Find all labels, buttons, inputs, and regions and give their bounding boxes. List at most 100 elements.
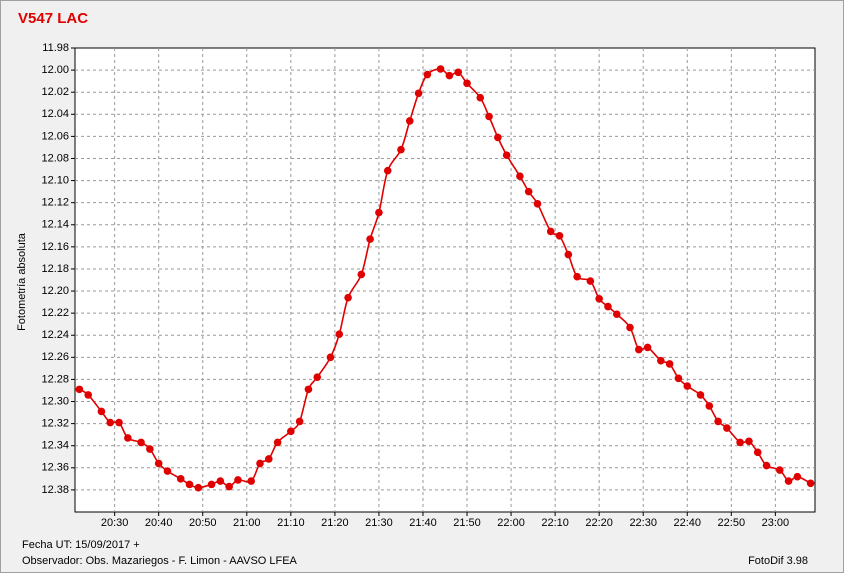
y-tick-label: 12.04 — [41, 108, 69, 120]
x-tick-label: 21:30 — [365, 517, 393, 529]
data-point — [502, 151, 511, 159]
y-tick-label: 12.26 — [41, 351, 69, 363]
x-tick-label: 23:00 — [762, 517, 790, 529]
data-point — [485, 112, 493, 121]
data-point — [806, 479, 815, 488]
data-point — [736, 438, 744, 447]
x-tick-label: 21:50 — [453, 517, 481, 529]
data-point — [194, 483, 203, 492]
data-point — [586, 277, 595, 285]
x-tick-label: 21:20 — [321, 517, 349, 529]
data-point — [423, 70, 432, 79]
data-point — [705, 402, 714, 410]
x-tick-label: 21:10 — [277, 517, 305, 529]
data-point — [84, 391, 93, 399]
data-point — [397, 145, 405, 154]
data-point — [225, 482, 233, 491]
chart-title: V547 LAC — [18, 10, 88, 27]
y-tick-label: 12.24 — [41, 329, 69, 341]
data-point — [533, 199, 542, 208]
data-point — [595, 294, 603, 303]
data-point — [723, 424, 731, 432]
data-point — [185, 480, 194, 489]
x-tick-label: 21:40 — [409, 517, 437, 529]
y-tick-label: 12.14 — [41, 219, 69, 231]
data-point — [454, 68, 463, 77]
data-point — [75, 385, 84, 394]
x-tick-label: 22:40 — [673, 517, 701, 529]
data-point — [657, 356, 665, 365]
data-point — [635, 345, 643, 354]
data-point — [696, 391, 705, 399]
data-point — [335, 330, 344, 338]
y-tick-label: 12.12 — [41, 197, 69, 209]
data-point — [357, 270, 366, 279]
data-point — [626, 323, 634, 332]
y-tick-label: 12.08 — [41, 152, 69, 164]
data-point — [287, 427, 295, 436]
x-tick-label: 22:20 — [585, 517, 613, 529]
y-tick-label: 12.32 — [41, 418, 69, 430]
data-point — [674, 374, 683, 383]
data-point — [445, 71, 454, 80]
data-point — [176, 475, 185, 483]
data-point — [745, 437, 753, 446]
data-point — [146, 445, 154, 453]
x-tick-label: 21:00 — [233, 517, 261, 529]
data-point — [106, 418, 115, 427]
data-point — [516, 172, 524, 180]
data-point — [326, 353, 335, 362]
data-point — [344, 293, 352, 302]
data-point — [366, 235, 374, 243]
x-tick-label: 22:50 — [718, 517, 746, 529]
y-tick-label: 12.28 — [41, 373, 69, 385]
data-point — [604, 302, 612, 311]
data-point — [463, 79, 471, 88]
data-point — [154, 459, 163, 468]
y-tick-label: 12.34 — [41, 440, 69, 452]
y-tick-label: 12.20 — [41, 285, 69, 297]
data-point — [775, 466, 784, 474]
x-tick-label: 20:30 — [101, 517, 129, 529]
data-point — [163, 467, 172, 475]
data-point — [97, 407, 106, 416]
data-point — [414, 89, 423, 98]
data-point — [295, 417, 304, 426]
data-point — [683, 382, 692, 390]
data-point — [405, 117, 414, 125]
data-point — [564, 250, 573, 259]
data-point — [256, 459, 264, 468]
data-point — [304, 385, 313, 394]
data-point — [313, 373, 322, 382]
data-point — [476, 93, 485, 102]
footer-software: FotoDif 3.98 — [748, 555, 808, 567]
data-point — [524, 187, 533, 196]
data-point — [234, 476, 242, 484]
y-tick-label: 12.30 — [41, 395, 69, 407]
data-point — [784, 477, 793, 485]
x-tick-label: 20:50 — [189, 517, 217, 529]
y-tick-label: 12.02 — [41, 86, 69, 98]
data-point — [793, 472, 802, 481]
data-point — [247, 477, 255, 485]
data-point — [436, 65, 445, 73]
data-point — [207, 480, 216, 489]
data-point — [137, 438, 145, 447]
y-tick-label: 12.00 — [41, 64, 69, 76]
y-tick-label: 12.18 — [41, 263, 69, 275]
data-point — [124, 434, 132, 442]
data-point — [753, 448, 762, 457]
data-point — [643, 343, 652, 352]
footer-observer: Observador: Obs. Mazariegos - F. Limon -… — [22, 555, 298, 567]
x-tick-label: 22:10 — [541, 517, 569, 529]
data-point — [383, 166, 392, 175]
plot-area — [74, 47, 816, 513]
data-point — [546, 227, 555, 236]
x-tick-label: 22:00 — [497, 517, 525, 529]
data-point — [612, 310, 621, 319]
data-point — [665, 360, 674, 368]
x-tick-label: 20:40 — [145, 517, 173, 529]
y-tick-label: 11.98 — [42, 42, 69, 54]
data-point — [714, 417, 722, 426]
